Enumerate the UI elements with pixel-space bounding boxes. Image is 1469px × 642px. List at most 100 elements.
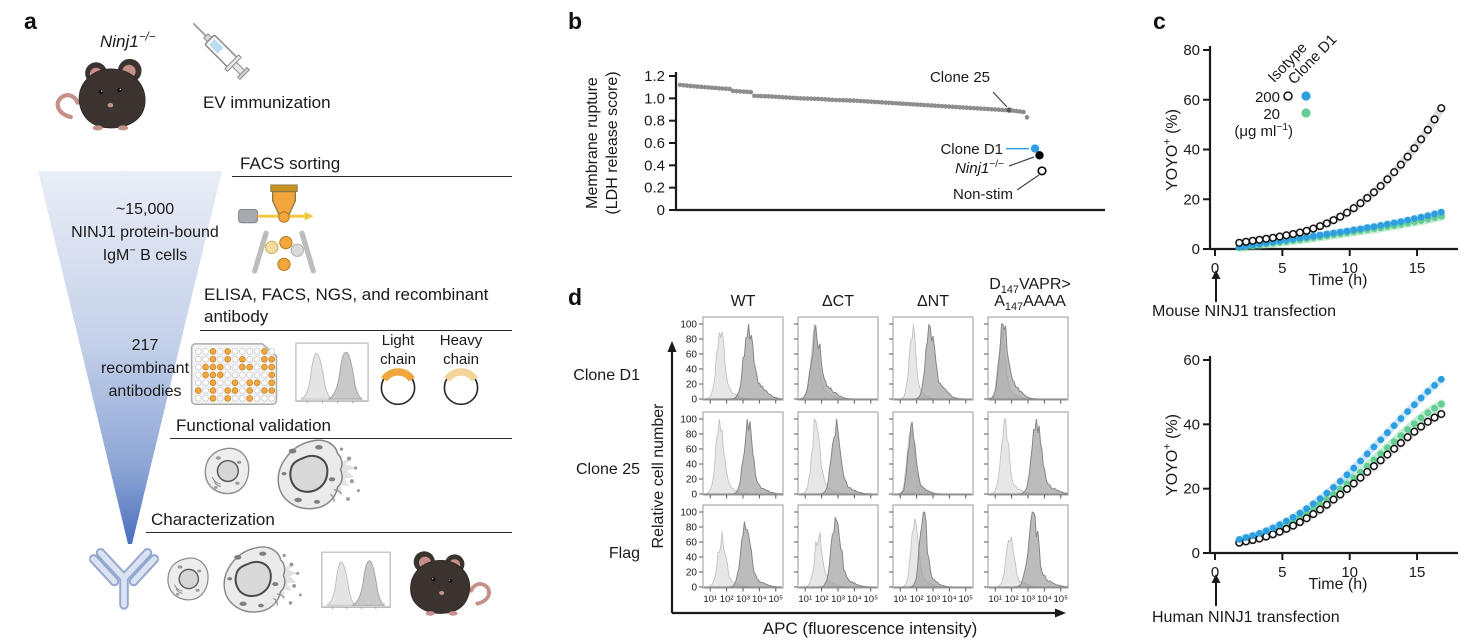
- human-yoyo-chart: 0 20 40 60 0 5 10 15: [1183, 352, 1458, 606]
- intact-cell-icon-2: [164, 554, 212, 604]
- svg-text:10³: 10³: [926, 594, 940, 605]
- facs-sorter-icon: [236, 184, 332, 288]
- functional-rule: [170, 438, 512, 439]
- svg-text:0: 0: [691, 395, 697, 406]
- svg-text:40: 40: [686, 460, 698, 471]
- funnel-top-text: ~15,000 NINJ1 protein-bound IgM− B cells: [34, 198, 256, 267]
- facs-sorting-rule: [232, 176, 512, 177]
- svg-text:0: 0: [1192, 241, 1200, 258]
- waterfall-dots: [677, 82, 1030, 120]
- time-axis-label-bottom: Time (h): [1308, 576, 1368, 593]
- step-elisa-line1: ELISA, FACS, NGS, and recombinant: [204, 285, 489, 304]
- panel-a-label: a: [24, 8, 37, 34]
- svg-text:20: 20: [686, 380, 698, 391]
- svg-text:10⁵: 10⁵: [864, 594, 879, 605]
- svg-text:10³: 10³: [831, 594, 845, 605]
- annotation-cloneD1: Clone D1: [940, 141, 1003, 158]
- cloneD1-dot: [1030, 144, 1040, 153]
- ninj1-ko-dot: [1035, 151, 1044, 160]
- svg-text:80: 80: [686, 523, 698, 534]
- mouse-genotype-label: Ninj1−/−: [100, 31, 155, 53]
- svg-text:10¹: 10¹: [798, 594, 812, 605]
- characterization-rule: [146, 532, 512, 533]
- svg-text:100: 100: [680, 320, 697, 331]
- panel-b-label: b: [568, 8, 583, 34]
- svg-text:60: 60: [1183, 92, 1200, 109]
- svg-text:10⁴: 10⁴: [847, 594, 862, 605]
- svg-text:0: 0: [1211, 260, 1219, 277]
- facs-col-header-mutant: D147VAPR> A147AAAA: [989, 276, 1071, 314]
- svg-text:10⁵: 10⁵: [1054, 594, 1069, 605]
- step-facs-sorting: FACS sorting: [240, 154, 341, 173]
- svg-text:20: 20: [1183, 191, 1200, 208]
- syringe-icon: [176, 4, 258, 90]
- mouse-transfection-footer: Mouse NINJ1 transfection: [1152, 303, 1337, 320]
- svg-text:80: 80: [686, 335, 698, 346]
- legend-conc-20: 20: [1263, 106, 1280, 123]
- legend-open-marker: [1283, 91, 1293, 101]
- svg-text:80: 80: [686, 430, 698, 441]
- panel-c-label: c: [1153, 8, 1166, 34]
- funnel-igm: IgM− B cells: [102, 244, 188, 264]
- svg-text:0.8: 0.8: [644, 113, 665, 130]
- ev-immunization-label: EV immunization: [203, 93, 331, 112]
- svg-text:10²: 10²: [720, 594, 734, 605]
- svg-text:60: 60: [686, 445, 698, 456]
- light-chain-plasmid-icon: [374, 358, 422, 410]
- svg-text:10³: 10³: [736, 594, 750, 605]
- nonstim-dot: [1037, 166, 1047, 176]
- svg-text:40: 40: [1183, 416, 1200, 433]
- intact-cell-icon: [201, 445, 253, 497]
- svg-text:10: 10: [1341, 564, 1358, 581]
- genotype-base: Ninj1: [100, 32, 139, 51]
- annotation-nonstim: Non-stim: [952, 186, 1013, 203]
- series-blue: [1235, 208, 1445, 251]
- funnel-desc-3: antibodies: [108, 383, 182, 400]
- elisa-rule: [200, 330, 512, 331]
- svg-text:100: 100: [680, 508, 697, 519]
- svg-text:10: 10: [1341, 260, 1358, 277]
- svg-text:1.2: 1.2: [644, 68, 665, 85]
- svg-text:10²: 10²: [815, 594, 829, 605]
- funnel-shape: [38, 171, 222, 544]
- svg-text:5: 5: [1278, 260, 1286, 277]
- funnel-desc-1: NINJ1 protein-bound: [71, 224, 219, 241]
- series-open: [1235, 104, 1446, 247]
- heavy-chain-plasmid-icon: [437, 358, 485, 410]
- series-green: [1235, 400, 1445, 545]
- ruptured-cell-icon: [268, 436, 366, 516]
- step-elisa-line2: antibody: [204, 307, 269, 326]
- svg-text:60: 60: [686, 538, 698, 549]
- ldh-waterfall-chart: 0 0.2 0.4 0.6 0.8 1.0 1.2: [644, 68, 1105, 219]
- svg-text:10¹: 10¹: [893, 594, 907, 605]
- ruptured-cell-icon-2: [212, 543, 310, 619]
- svg-text:20: 20: [686, 475, 698, 486]
- svg-text:10³: 10³: [1021, 594, 1035, 605]
- funnel-desc-2: recombinant: [100, 360, 190, 377]
- step-functional-validation: Functional validation: [176, 416, 331, 435]
- step-elisa: ELISA, FACS, NGS, and recombinant antibo…: [204, 284, 488, 328]
- svg-text:15: 15: [1409, 260, 1426, 277]
- legend-green-marker: [1301, 108, 1311, 118]
- svg-text:0: 0: [1211, 564, 1219, 581]
- svg-text:10⁵: 10⁵: [959, 594, 974, 605]
- legend-blue-marker: [1301, 91, 1311, 101]
- svg-text:10⁴: 10⁴: [1037, 594, 1052, 605]
- mouse-yoyo-chart: 0 20 40 60 80 0 5 10 15: [1183, 42, 1458, 302]
- svg-text:40: 40: [1183, 142, 1200, 159]
- mouse-icon-2: [398, 546, 496, 618]
- facs-col-header-dct: ΔCT: [821, 293, 854, 310]
- human-transfection-footer: Human NINJ1 transfection: [1152, 609, 1340, 626]
- svg-text:0.2: 0.2: [644, 180, 665, 197]
- svg-text:10¹: 10¹: [703, 594, 717, 605]
- svg-text:40: 40: [686, 553, 698, 564]
- funnel-count-2: 217: [131, 337, 159, 354]
- svg-text:0: 0: [1192, 545, 1200, 562]
- legend-conc-200: 200: [1254, 89, 1280, 106]
- series-blue: [1235, 375, 1445, 543]
- mouse-icon: [42, 53, 167, 133]
- svg-text:10²: 10²: [910, 594, 924, 605]
- svg-text:0: 0: [657, 202, 665, 219]
- funnel-count-1: ~15,000: [115, 201, 175, 218]
